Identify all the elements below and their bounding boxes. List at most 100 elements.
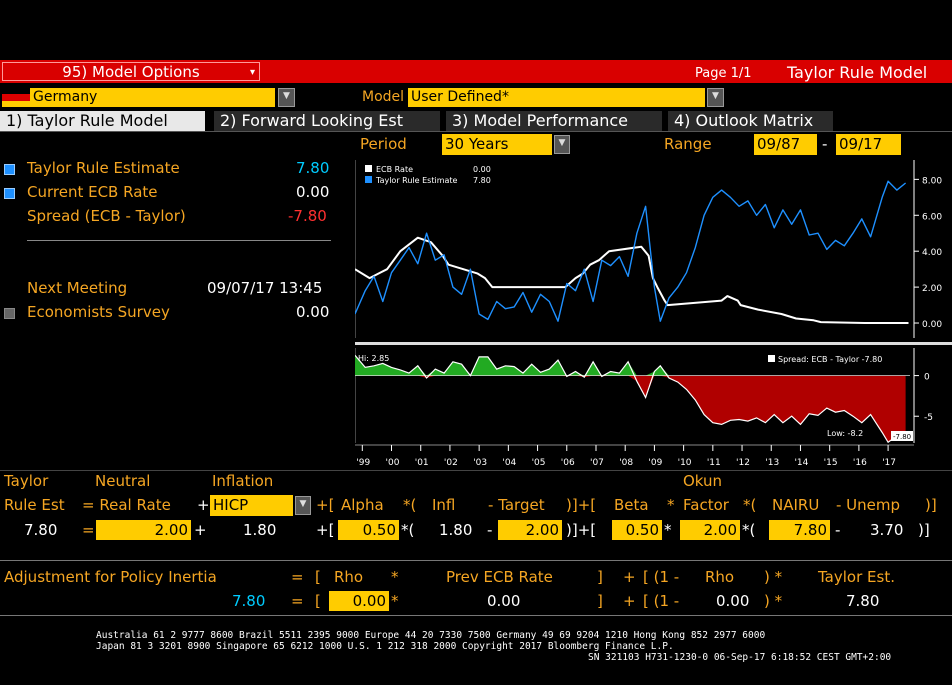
range-separator: -: [822, 135, 828, 153]
formula-plus-bracket: +[: [316, 496, 335, 514]
spread-y-tick-label: 0: [924, 373, 930, 383]
formula-factor: Factor: [683, 496, 729, 514]
formula-v-close: )]+[: [566, 521, 597, 539]
main-y-tick-label: 6.00: [922, 212, 942, 222]
footer-line-1: Australia 61 2 9777 8600 Brazil 5511 239…: [96, 630, 766, 641]
formula-star-paren-1: *(: [403, 496, 417, 514]
x-tick-label: '10: [678, 458, 692, 468]
ecb-rate-label: Current ECB Rate: [27, 183, 158, 201]
range-end-input[interactable]: 09/17: [836, 134, 901, 155]
main-y-tick-label: 4.00: [922, 248, 942, 258]
ecb-rate-checkbox[interactable]: [4, 188, 15, 199]
inertia-paren-open: [ (1 -: [643, 568, 680, 586]
tab-model-performance[interactable]: 3) Model Performance: [446, 111, 662, 131]
real-rate-input[interactable]: 2.00: [96, 520, 191, 540]
formula-v-close-2: )]: [918, 521, 930, 539]
range-label: Range: [664, 135, 712, 153]
spread-negative-area: [355, 375, 906, 443]
x-axis: '99 '00 '01 '02 '03 '04 '05 '06 '07 '08 '09 '10 '11 '…: [355, 444, 914, 468]
inertia-plus: +: [623, 568, 636, 586]
inertia-divider: [0, 560, 952, 561]
model-dropdown-icon[interactable]: ▼: [707, 88, 724, 107]
x-tick-label: '12: [736, 458, 750, 468]
taylor-rule-chart: 8.00 6.00 4.00 2.00 0.00 ECB Rate 0.00 Taylor R…: [355, 160, 952, 468]
model-label: Model: [362, 89, 405, 105]
taylor-estimate-checkbox[interactable]: [4, 164, 15, 175]
period-select[interactable]: 30 Years: [442, 134, 552, 155]
model-options-label: 95) Model Options: [62, 63, 200, 81]
x-tick-label: '06: [561, 458, 575, 468]
formula-nairu: NAIRU: [772, 496, 820, 514]
inertia-eq: =: [291, 568, 304, 586]
tab-forward-looking-est[interactable]: 2) Forward Looking Est: [214, 111, 440, 131]
spread-low-annotation: Low: -8.2: [827, 429, 863, 438]
unemp-value: 3.70: [870, 521, 904, 539]
x-tick-label: '03: [473, 458, 487, 468]
taylor-estimate-label: Taylor Rule Estimate: [27, 159, 180, 177]
economists-survey-value: 0.00: [296, 303, 330, 321]
formula-header-neutral: Neutral: [95, 472, 151, 490]
main-y-tick-label: 0.00: [922, 320, 942, 330]
infl-value: 1.80: [439, 521, 473, 539]
inertia-taylor-est: Taylor Est.: [818, 568, 895, 586]
inflation-dropdown-icon[interactable]: ▼: [295, 496, 311, 515]
spread-last-value-box: [891, 431, 913, 441]
formula-close-final: )]: [925, 496, 937, 514]
factor-input[interactable]: 2.00: [680, 520, 740, 540]
formula-header-taylor: Taylor: [4, 472, 49, 490]
country-select[interactable]: Germany: [30, 88, 275, 107]
spread-y-tick-label: -5: [924, 413, 933, 423]
x-tick-label: '08: [619, 458, 633, 468]
formula-header-inflation: Inflation: [212, 472, 274, 490]
x-tick-label: '16: [853, 458, 867, 468]
x-tick-label: '13: [765, 458, 779, 468]
inertia-v-paren-close: ) *: [764, 592, 783, 610]
inertia-v-plus: +: [623, 592, 636, 610]
period-dropdown-icon[interactable]: ▼: [554, 135, 570, 154]
rho-input[interactable]: 0.00: [329, 591, 389, 611]
panel-separator: [355, 342, 952, 345]
footer-line-2: Japan 81 3 3201 8900 Singapore 65 6212 1…: [96, 641, 674, 652]
formula-beta: Beta: [614, 496, 649, 514]
inflation-measure-select[interactable]: HICP: [210, 495, 293, 516]
formula-star-1: *: [667, 496, 675, 514]
legend-swatch: [365, 176, 372, 183]
x-tick-label: '09: [648, 458, 662, 468]
dropdown-arrow-icon: ▾: [249, 67, 255, 78]
formula-star-paren-2: *(: [743, 496, 757, 514]
model-options-menu-button[interactable]: 95) Model Options ▾: [2, 62, 260, 81]
spread-value: -7.80: [288, 207, 327, 225]
range-start-input[interactable]: 09/87: [754, 134, 817, 155]
formula-rule-est: Rule Est: [4, 496, 65, 514]
taylor-est-value: 7.80: [846, 592, 880, 610]
inertia-rho: Rho: [334, 568, 364, 586]
tab-outlook-matrix[interactable]: 4) Outlook Matrix: [668, 111, 833, 131]
economists-survey-checkbox[interactable]: [4, 308, 15, 319]
inertia-paren-close: ) *: [764, 568, 783, 586]
spread-chart-panel: 0 -5 Spread: ECB - Taylor -7.80 Hi: 2.85 Low…: [355, 348, 933, 444]
model-select[interactable]: User Defined*: [408, 88, 705, 107]
formula-close-plus-bracket: )]+[: [566, 496, 597, 514]
x-tick-label: '17: [882, 458, 896, 468]
tab-taylor-rule-model[interactable]: 1) Taylor Rule Model: [0, 111, 205, 131]
next-meeting-value: 09/07/17 13:45: [207, 279, 323, 297]
beta-input[interactable]: 0.50: [612, 520, 662, 540]
spread-label: Spread (ECB - Taylor): [27, 207, 186, 225]
footer-line-3: SN 321103 H731-1230-0 06-Sep-17 6:18:52 …: [588, 652, 892, 663]
inertia-v-paren-open: [ (1 -: [643, 592, 680, 610]
x-tick-label: '99: [356, 458, 370, 468]
page-title: Taylor Rule Model: [787, 63, 928, 82]
legend-value: 7.80: [473, 176, 491, 185]
nairu-input[interactable]: 7.80: [769, 520, 830, 540]
alpha-input[interactable]: 0.50: [338, 520, 399, 540]
x-tick-label: '00: [386, 458, 400, 468]
spread-high-annotation: Hi: 2.85: [358, 354, 389, 363]
inertia-v-star: *: [391, 592, 399, 610]
target-input[interactable]: 2.00: [498, 520, 562, 540]
formula-real-rate: = Real Rate: [82, 496, 171, 514]
country-dropdown-icon[interactable]: ▼: [278, 88, 295, 107]
inertia-prev-ecb: Prev ECB Rate: [446, 568, 553, 586]
series-line-ecb-rate: [355, 236, 909, 324]
formula-top-divider: [0, 470, 952, 471]
formula-alpha: Alpha: [341, 496, 384, 514]
